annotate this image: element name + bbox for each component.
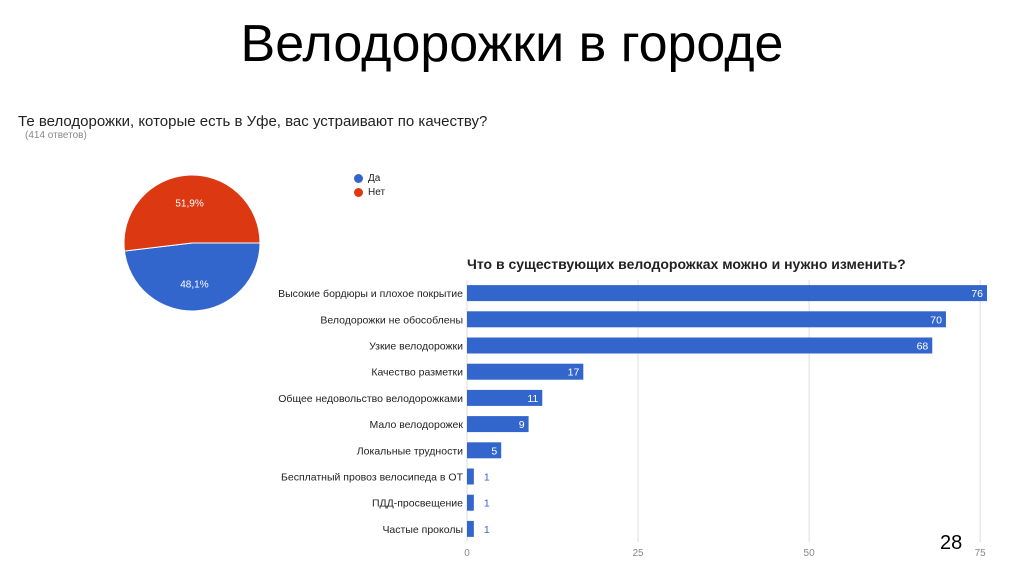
bar-value-label-2: 68 (917, 341, 929, 353)
legend-item-no: Нет (354, 185, 385, 199)
bar-value-label-8: 1 (484, 498, 490, 510)
bar-9 (467, 520, 474, 537)
legend-label-no: Нет (368, 186, 386, 198)
legend-dot-no (354, 187, 363, 197)
bar-3 (467, 363, 584, 380)
bar-1 (467, 311, 946, 328)
bar-value-label-0: 76 (971, 288, 983, 300)
pie-legend: Да Нет (354, 171, 385, 199)
bar-6 (467, 442, 502, 459)
category-label-5: Мало велодорожек (370, 419, 464, 431)
bar-chart-title: Что в существующих велодорожках можно и … (467, 256, 906, 272)
legend-label-yes: Да (368, 172, 381, 184)
x-tick-label-0: 0 (464, 548, 470, 559)
legend-dot-yes (354, 173, 363, 183)
bar-value-label-6: 5 (491, 445, 497, 457)
bar-value-label-9: 1 (484, 524, 490, 536)
x-tick-label-3: 75 (975, 548, 987, 559)
bar-value-label-1: 70 (930, 314, 942, 326)
pie-chart-title: Те велодорожки, которые есть в Уфе, вас … (18, 113, 488, 130)
bar-0 (467, 285, 987, 302)
x-tick-label-1: 25 (632, 548, 644, 559)
category-label-8: ПДД-просвещение (372, 498, 463, 510)
category-label-3: Качество разметки (371, 367, 463, 379)
category-label-9: Частые проколы (382, 524, 463, 536)
bar-value-label-3: 17 (568, 367, 580, 379)
pie-chart: 48,1% 51,9% (115, 165, 275, 325)
slide-title: Велодорожки в городе (240, 15, 784, 73)
category-label-0: Высокие бордюры и плохое покрытие (278, 288, 463, 300)
pie-slice-1 (123, 174, 261, 252)
pie-value-label-0: 48,1% (180, 280, 208, 291)
bar-7 (467, 468, 474, 485)
bar-value-label-5: 9 (519, 419, 525, 431)
pie-chart-subtitle: (414 ответов) (25, 130, 87, 141)
category-label-4: Общее недовольство велодорожками (278, 393, 463, 405)
x-tick-label-2: 50 (804, 548, 816, 559)
pie-slice-0 (123, 242, 261, 312)
legend-item-yes: Да (354, 171, 385, 185)
bar-5 (467, 416, 529, 433)
bar-8 (467, 494, 474, 511)
category-label-2: Узкие велодорожки (369, 341, 463, 353)
bar-4 (467, 389, 543, 406)
bar-2 (467, 337, 933, 354)
page-number: 28 (940, 532, 963, 554)
bar-value-label-4: 11 (527, 393, 538, 405)
category-label-6: Локальные трудности (357, 445, 463, 457)
category-label-1: Велодорожки не обособлены (320, 314, 463, 326)
pie-value-label-1: 51,9% (175, 198, 203, 209)
bar-value-label-7: 1 (484, 472, 490, 484)
category-label-7: Бесплатный провоз велосипеда в ОТ (281, 472, 464, 484)
